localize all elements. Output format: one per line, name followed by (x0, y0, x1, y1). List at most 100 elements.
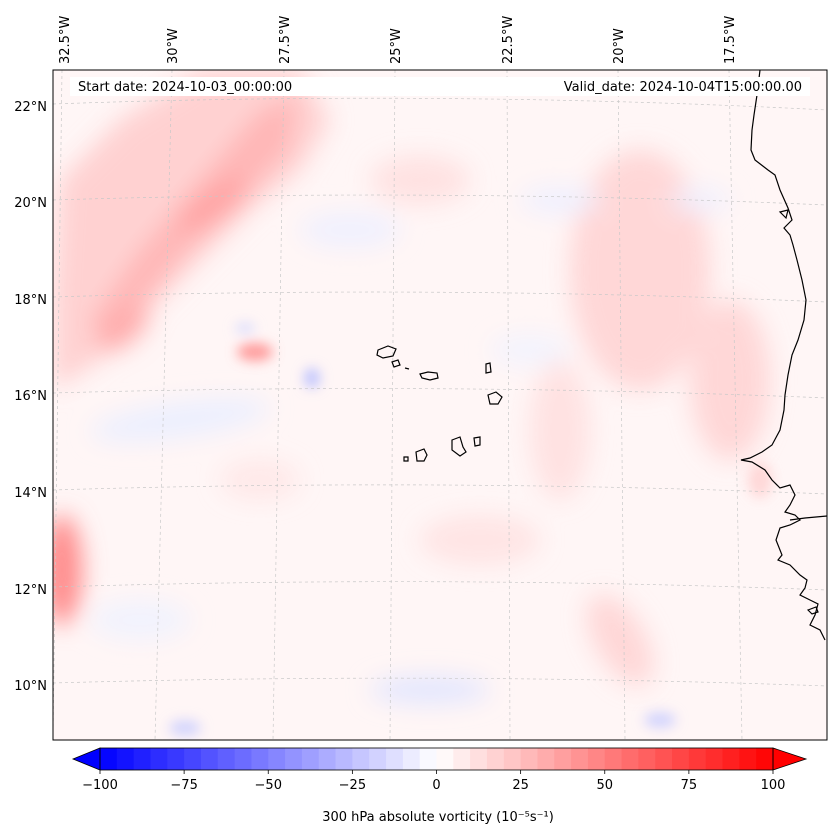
colorbar: −100 −75 −50 −25 0 25 50 75 100 300 hPa absolute… (71, 747, 808, 825)
colorbar-segment (285, 748, 303, 770)
island-sal (485, 362, 492, 374)
colorbar-segment (739, 748, 757, 770)
colorbar-segment (217, 748, 236, 770)
parallel-16n (53, 388, 827, 399)
colorbar-segment (705, 748, 724, 770)
colorbar-segment (419, 748, 438, 770)
colorbar-segment (436, 748, 454, 770)
colorbar-segment (150, 748, 168, 770)
lat-label: 20°N (14, 196, 47, 211)
lat-label: 16°N (14, 389, 47, 404)
colorbar-tick-label: −25 (339, 778, 366, 793)
colorbar-segment (251, 748, 269, 770)
colorbar-tick-label: 50 (596, 778, 613, 793)
colorbar-segment (672, 748, 690, 770)
meridian-25w (389, 70, 396, 740)
colorbar-segment (234, 748, 253, 770)
colorbar-segment (335, 748, 353, 770)
island-sao-nicolau (419, 371, 439, 381)
colorbar-segment (756, 748, 774, 770)
colorbar-tick-label: −100 (82, 778, 118, 793)
date-bar: Start date: 2024-10-03_00:00:00 Valid_da… (70, 77, 810, 96)
colorbar-ticks: −100 −75 −50 −25 0 25 50 75 100 (82, 770, 785, 793)
colorbar-segment (133, 748, 152, 770)
bissagos-islands (806, 606, 819, 615)
colorbar-segment (268, 748, 286, 770)
start-date-label: Start date: 2024-10-03_00:00:00 (78, 80, 292, 95)
date-bar-background (70, 77, 810, 96)
lon-label: 27.5°W (278, 16, 293, 64)
colorbar-segment (722, 748, 740, 770)
meridian-30w (154, 70, 173, 740)
colorbar-segment (386, 748, 404, 770)
colorbar-segment (638, 748, 656, 770)
lon-label: 20°W (612, 28, 627, 64)
colorbar-segment (621, 748, 639, 770)
lon-label: 22.5°W (501, 16, 516, 64)
lon-label: 25°W (389, 28, 404, 64)
colorbar-tick-label: 0 (432, 778, 440, 793)
lat-label: 14°N (14, 486, 47, 501)
lat-label: 22°N (14, 100, 47, 115)
parallel-14n (53, 484, 827, 495)
colorbar-segment (352, 748, 370, 770)
colorbar-segment (167, 748, 185, 770)
colorbar-segment (537, 748, 555, 770)
parallel-10n (53, 677, 827, 687)
colorbar-segment (470, 748, 488, 770)
valid-date-label: Valid_date: 2024-10-04T15:00:00.00 (564, 80, 802, 95)
parallel-12n (53, 581, 827, 591)
island-maio (473, 436, 481, 447)
lat-label: 12°N (14, 583, 47, 598)
colorbar-segment (571, 748, 589, 770)
meridian-20w (617, 70, 626, 740)
colorbar-segment (369, 748, 387, 770)
colorbar-tick-label: 75 (681, 778, 698, 793)
colorbar-segment (318, 748, 337, 770)
colorbar-segment (184, 748, 202, 770)
parallel-18n (53, 291, 827, 303)
island-boa-vista (487, 391, 503, 405)
west-africa-coastline (740, 70, 827, 641)
lat-label: 18°N (14, 293, 47, 308)
meridian-27-5w (272, 70, 285, 740)
vorticity-field (53, 70, 772, 736)
lat-label: 10°N (14, 679, 47, 694)
colorbar-segment (486, 748, 505, 770)
coastline-mainland (740, 70, 826, 641)
island-santo-antao (376, 345, 397, 359)
map-panel (53, 70, 827, 740)
lon-label: 17.5°W (723, 16, 738, 64)
longitude-labels: 32.5°W 30°W 27.5°W 25°W 22.5°W 20°W 17.5… (58, 16, 738, 64)
island-santiago (451, 436, 467, 457)
island-santa-luzia (404, 367, 410, 370)
colorbar-title: 300 hPa absolute vorticity (10⁻⁵s⁻¹) (322, 810, 554, 825)
colorbar-segment (503, 748, 522, 770)
colorbar-segment (587, 748, 606, 770)
colorbar-segment (301, 748, 320, 770)
meridian-17-5w (728, 70, 743, 740)
colorbar-segment (100, 748, 118, 770)
island-sao-vicente (391, 359, 401, 368)
colorbar-segments (100, 748, 774, 770)
lon-label: 30°W (166, 28, 181, 64)
colorbar-segment (116, 748, 135, 770)
colorbar-segment (604, 748, 623, 770)
colorbar-segment (554, 748, 572, 770)
parallel-22n (53, 97, 827, 111)
coastline-inlet (778, 209, 789, 220)
coastline-gambia (789, 515, 827, 521)
lon-label: 32.5°W (58, 16, 73, 64)
colorbar-segment (688, 748, 707, 770)
graticule (53, 70, 827, 740)
colorbar-tick-label: −50 (255, 778, 282, 793)
colorbar-segment (402, 748, 421, 770)
colorbar-segment (655, 748, 673, 770)
colorbar-segment (520, 748, 539, 770)
colorbar-segment (200, 748, 219, 770)
colorbar-segment (453, 748, 471, 770)
colorbar-min-extend-arrow (71, 747, 101, 771)
cabo-verde-islands (376, 345, 503, 462)
colorbar-tick-label: −75 (170, 778, 197, 793)
